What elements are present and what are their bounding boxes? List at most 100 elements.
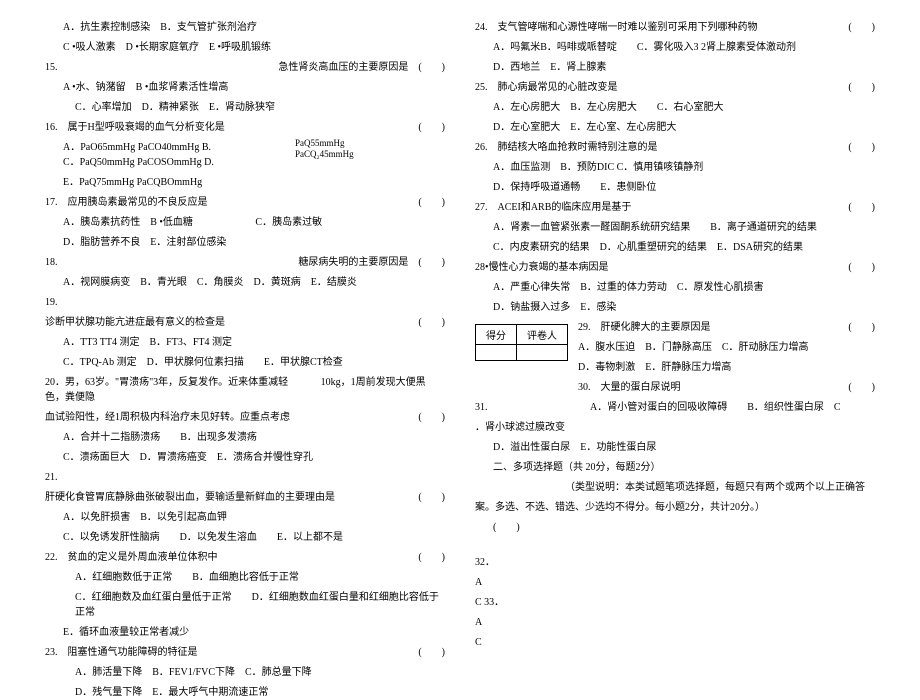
q23-opt-d: D．残气量下降 E．最大呼气中期流速正常	[45, 685, 445, 700]
q24-opt-d: D．西地兰 E．肾上腺素	[475, 60, 875, 75]
q19-row: 诊断甲状腺功能亢进症最有意义的检查是 ( )	[45, 315, 445, 330]
q21-opt-c: C．以免诱发肝性脑病 D．以免发生溶血 E．以上都不是	[45, 530, 445, 545]
q16-opt-e: E．PaQ75mmHg PaCQBOmmHg	[45, 175, 445, 190]
q22-bracket: ( )	[418, 550, 445, 565]
q31-num: 31.	[475, 402, 488, 413]
q31-opt-a: A．肾小管对蛋白的回吸收障碍 B．组织性蛋白尿 C	[590, 402, 841, 413]
a33c: C	[475, 635, 875, 650]
q16-opt-row1: A．PaO65mmHg PaCO40mmHg B. PaQ55mmHg C．Pa…	[45, 140, 445, 170]
q23-stem: 23. 阻塞性通气功能障碍的特征是	[45, 647, 198, 658]
q20-a: 20．男，63岁。"胃溃疡"3年，反复发作。近来体重减轻	[45, 377, 288, 388]
score-cell-1	[476, 345, 517, 361]
q27-stem: 27. ACEI和ARB的临床应用是基于	[475, 202, 631, 213]
q21-opt-a: A．以免肝损害 B．以免引起高血钾	[45, 510, 445, 525]
q14-opt-a: A．抗生素控制感染 B．支气管扩张剂治疗	[45, 20, 445, 35]
q15-opt-a: A •水、钠潴留 B •血浆肾素活性增高	[45, 80, 445, 95]
q22: 22. 贫血的定义是外周血液单位体积中 ( )	[45, 550, 445, 565]
q29-30-block: 29. 肝硬化脾大的主要原因是 ( ) A．腹水压迫 B．门静脉高压 C．肝动脉…	[578, 320, 875, 400]
q20-row1: 20．男，63岁。"胃溃疡"3年，反复发作。近来体重减轻 10kg，1周前发现大…	[45, 375, 445, 405]
q23: 23. 阻塞性通气功能障碍的特征是 ( )	[45, 645, 445, 660]
q25-opt-d: D．左心室肥大 E．左心室、左心房肥大	[475, 120, 875, 135]
q29-bracket: ( )	[848, 320, 875, 335]
q25-stem: 25. 肺心病最常见的心脏改变是	[475, 82, 618, 93]
q22-opt-c: C．红细胞数及血红蛋白量低于正常 D．红细胞数血红蛋白量和红细胞比容低于正常	[45, 590, 445, 620]
q24-bracket: ( )	[848, 20, 875, 35]
q20-bracket: ( )	[418, 410, 445, 425]
q31-opt-b: ．肾小球滤过膜改变	[475, 420, 875, 435]
q20-opt-a: A．合并十二指肠溃疡 B．出现多发溃疡	[45, 430, 445, 445]
q30: 30. 大量的蛋白尿说明 ( )	[578, 380, 875, 395]
q24-stem: 24. 支气管哮喘和心源性哮喘一时难以鉴别可采用下列哪种药物	[475, 22, 758, 33]
q28: 28•慢性心力衰竭的基本病因是 ( )	[475, 260, 875, 275]
q17: 17. 应用胰岛素最常见的不良反应是 ( )	[45, 195, 445, 210]
q28-opt-a: A．严重心律失常 B．过重的体力劳动 C．原发性心肌损害	[475, 280, 875, 295]
q29: 29. 肝硬化脾大的主要原因是 ( )	[578, 320, 875, 335]
q30-bracket: ( )	[848, 380, 875, 395]
q17-bracket: ( )	[418, 195, 445, 210]
a33: C 33．	[475, 595, 875, 610]
q19-opt-c: C．TPQ-Ab 测定 D．甲状腺何位素扫描 E．甲状腺CT检查	[45, 355, 445, 370]
q27-bracket: ( )	[848, 200, 875, 215]
q26: 26. 肺结核大咯血抢救时需特别注意的是 ( )	[475, 140, 875, 155]
a32a: A	[475, 575, 875, 590]
q15-num: 15.	[45, 62, 58, 73]
q18: 18. 糖尿病失明的主要原因是 ( )	[45, 255, 445, 270]
score-header-marker: 评卷人	[517, 325, 568, 345]
q27-opt-a: A．肾素一血管紧张素一醛固酮系统研究结果 B．离子通道研究的结果	[475, 220, 875, 235]
q15-stem: 急性肾炎高血压的主要原因是 ( )	[278, 60, 445, 75]
q19-opt-a: A．TT3 TT4 测定 B．FT3、FT4 测定	[45, 335, 445, 350]
q16-opt-c: C．PaQ50mmHg PaCOSOmmHg D.	[63, 157, 214, 168]
q31-row: 31. A．肾小管对蛋白的回吸收障碍 B．组织性蛋白尿 C	[475, 400, 875, 415]
q22-stem: 22. 贫血的定义是外周血液单位体积中	[45, 552, 218, 563]
q26-opt-a: A．血压监测 B．预防DIC C．慎用镇咳镇静剂	[475, 160, 875, 175]
q23-bracket: ( )	[418, 645, 445, 660]
score-block: 得分 评卷人 29. 肝硬化脾大的主要原因是 ( ) A．腹水压迫 B．门静脉高…	[475, 320, 875, 400]
pacq45: PaCQ₂45mmHg	[295, 148, 354, 162]
q20-row2: 血试验阳性，经1周积极内科治疗未见好转。应重点考虑 ( )	[45, 410, 445, 425]
q14-opt-b: C •吸人激素 D •长期家庭氧疗 E •呼吸肌锻练	[45, 40, 445, 55]
q17-opt-d: D．脂肪营养不良 E．注射部位感染	[45, 235, 445, 250]
q27: 27. ACEI和ARB的临床应用是基于 ( )	[475, 200, 875, 215]
q17-stem: 17. 应用胰岛素最常见的不良反应是	[45, 197, 208, 208]
q19-num: 19.	[45, 295, 445, 310]
q16-stem: 16. 属于H型呼吸衰竭的血气分析变化是	[45, 122, 225, 133]
q29-opt-a: A．腹水压迫 B．门静脉高压 C．肝动脉压力增高	[578, 340, 875, 355]
q17-opt-row1: A．胰岛素抗药性 B •低血糖 C．胰岛素过敏	[45, 215, 445, 230]
q18-opts: A．视网膜病变 B．青光眼 C．角膜炎 D．黄斑病 E．结膜炎	[45, 275, 445, 290]
q20-c: 血试验阳性，经1周积极内科治疗未见好转。应重点考虑	[45, 412, 290, 423]
q25-opt-a: A．左心房肥大 B．左心房肥大 C．右心室肥大	[475, 100, 875, 115]
q19-bracket: ( )	[418, 315, 445, 330]
q21-bracket: ( )	[418, 490, 445, 505]
section2-title: 二、多项选择题（共 20分，每题2分）	[475, 460, 875, 475]
q17-opt-c: C．胰岛素过敏	[255, 217, 322, 228]
q17-opt-a: A．胰岛素抗药性 B •低血糖	[63, 217, 193, 228]
q18-stem: 糖尿病失明的主要原因是 ( )	[298, 255, 445, 270]
q29-stem: 29. 肝硬化脾大的主要原因是	[578, 322, 711, 333]
q19-stem: 诊断甲状腺功能亢进症最有意义的检查是	[45, 317, 225, 328]
q30-stem: 30. 大量的蛋白尿说明	[578, 382, 681, 393]
q28-opt-d: D．钠盐摄入过多 E．感染	[475, 300, 875, 315]
q28-stem: 28•慢性心力衰竭的基本病因是	[475, 262, 609, 273]
q15-opt-b: C．心率增加 D．精神紧张 E．肾动脉狭窄	[45, 100, 445, 115]
left-column: A．抗生素控制感染 B．支气管扩张剂治疗 C •吸人激素 D •长期家庭氧疗 E…	[30, 20, 460, 661]
q29-opt-d: D．毒物刺激 E．肝静脉压力增高	[578, 360, 875, 375]
q26-bracket: ( )	[848, 140, 875, 155]
a32: 32．	[475, 555, 875, 570]
section2-desc2: 案。多选、不选、错选、少选均不得分。每小题2分，共计20分。）	[475, 500, 875, 515]
q26-opt-d: D．保持呼吸道通畅 E．患侧卧位	[475, 180, 875, 195]
q16-opt-a: A．PaO65mmHg PaCO40mmHg B.	[63, 142, 211, 153]
q21-num: 21.	[45, 470, 445, 485]
q27-opt-c: C．内皮素研究的结果 D．心肌重塑研究的结果 E．DSA研究的结果	[475, 240, 875, 255]
q24-opt-a: A．吗氟米B．吗啡或哌替啶 C．雾化吸入3 2肾上腺素受体激动剂	[475, 40, 875, 55]
score-table: 得分 评卷人	[475, 324, 568, 361]
q25: 25. 肺心病最常见的心脏改变是 ( )	[475, 80, 875, 95]
q22-opt-a: A．红细胞数低于正常 B．血细胞比容低于正常	[45, 570, 445, 585]
q18-num: 18.	[45, 257, 58, 268]
q23-opt-a: A．肺活量下降 B．FEV1/FVC下降 C．肺总量下降	[45, 665, 445, 680]
q31-opt-d: D．溢出性蛋白尿 E．功能性蛋白尿	[475, 440, 875, 455]
q28-bracket: ( )	[848, 260, 875, 275]
right-column: 24. 支气管哮喘和心源性哮喘一时难以鉴别可采用下列哪种药物 ( ) A．吗氟米…	[460, 20, 890, 661]
q21-stem: 肝硬化食管胃底静脉曲张破裂出血，要输适量新鲜血的主要理由是	[45, 492, 335, 503]
q24: 24. 支气管哮喘和心源性哮喘一时难以鉴别可采用下列哪种药物 ( )	[475, 20, 875, 35]
q26-stem: 26. 肺结核大咯血抢救时需特别注意的是	[475, 142, 658, 153]
